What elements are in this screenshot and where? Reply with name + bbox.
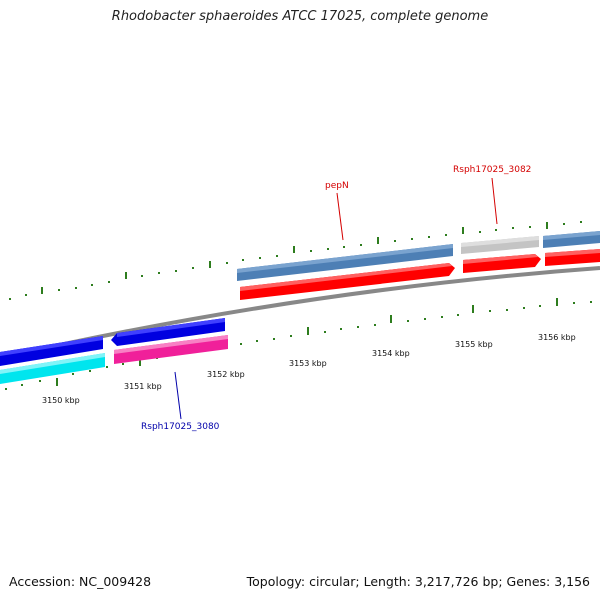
genome-summary: Topology: circular; Length: 3,217,726 bp… (246, 574, 590, 589)
outer-ticks (9, 221, 582, 300)
scale-label: 3151 kbp (124, 382, 162, 391)
reverse-cds-row (0, 335, 228, 384)
reverse-gene-row (0, 318, 225, 366)
scale-label: 3156 kbp (538, 333, 576, 342)
scale-label: 3155 kbp (455, 340, 493, 349)
genome-title: Rhodobacter sphaeroides ATCC 17025, comp… (111, 9, 489, 24)
gene-label-rsph3080: Rsph17025_3080 (141, 422, 220, 432)
scale-labels: 3150 kbp 3151 kbp 3152 kbp 3153 kbp 3154… (42, 333, 576, 405)
gene-label-pepn: pepN (325, 181, 349, 191)
rsph3082-leader (491, 177, 498, 225)
rsph3080-leader (174, 371, 182, 420)
scale-label: 3150 kbp (42, 396, 80, 405)
accession-label: Accession: NC_009428 (9, 574, 152, 589)
gene-feature-pepn (240, 263, 455, 300)
forward-gene-row (240, 249, 600, 300)
pepn-leader (336, 192, 344, 241)
scale-label: 3153 kbp (289, 359, 327, 368)
gene-label-rsph3082: Rsph17025_3082 (453, 165, 531, 175)
scale-label: 3152 kbp (207, 370, 245, 379)
scale-label: 3154 kbp (372, 349, 410, 358)
forward-cds-row (237, 231, 600, 281)
